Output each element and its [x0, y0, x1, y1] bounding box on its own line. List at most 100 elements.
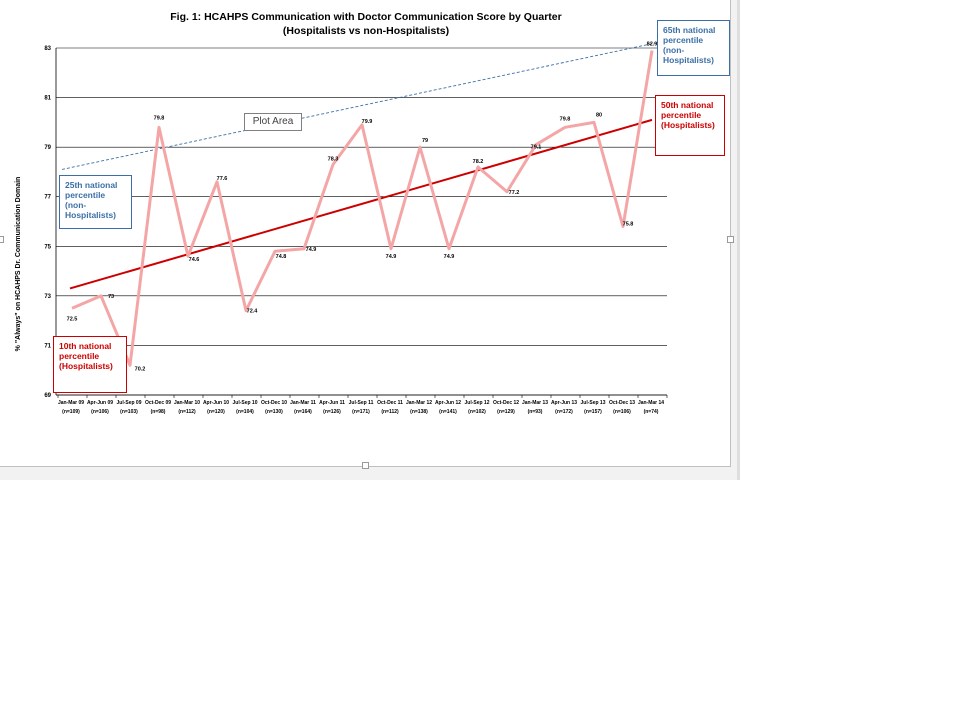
- y-tick-label: 69: [44, 393, 51, 399]
- x-tick-label: Oct-Dec 09: [145, 400, 171, 406]
- x-tick-n-label: (n=106): [613, 409, 631, 415]
- data-label: 77.2: [509, 190, 520, 196]
- y-tick-label: 75: [44, 244, 51, 250]
- x-tick-n-label: (n=109): [62, 409, 80, 415]
- x-tick-label: Apr-Jun 11: [319, 400, 345, 406]
- x-tick-n-label: (n=120): [207, 409, 225, 415]
- callout-line: percentile: [661, 110, 702, 120]
- data-label: 78.2: [473, 159, 484, 165]
- data-label: 74.6: [189, 257, 200, 263]
- y-tick-labels: 83 81 79 77 75 73 71 69: [44, 46, 51, 399]
- data-label: 74.9: [386, 254, 397, 260]
- x-tick-n-label: (n=138): [410, 409, 428, 415]
- x-tick-n-label: (n=164): [294, 409, 312, 415]
- x-tick-n-label: (n=74): [644, 409, 659, 415]
- callout-line: (Hospitalists): [59, 361, 113, 371]
- x-tick-n-label: (n=98): [151, 409, 166, 415]
- data-label: 80: [596, 112, 602, 118]
- x-tick-n-label: (n=106): [91, 409, 109, 415]
- data-label: 74.9: [444, 254, 455, 260]
- callout-25th-percentile[interactable]: 25th national percentile (non- Hospitali…: [59, 175, 132, 229]
- callout-line: percentile: [663, 35, 704, 45]
- x-tick-label: Jul-Sep 11: [349, 400, 374, 406]
- x-tick-label: Oct-Dec 12: [493, 400, 519, 406]
- x-tick-label: Jan-Mar 11: [290, 400, 316, 406]
- x-tick-label: Apr-Jun 10: [203, 400, 229, 406]
- data-label: 78.3: [328, 156, 339, 162]
- x-tick-label: Jan-Mar 13: [522, 400, 548, 406]
- y-tick-label: 83: [44, 46, 51, 52]
- x-tick-label: Apr-Jun 12: [435, 400, 461, 406]
- resize-handle-bottom[interactable]: [362, 462, 369, 469]
- callout-65th-percentile[interactable]: 65th national percentile (non- Hospitali…: [657, 20, 730, 76]
- x-tick-n-label: (n=112): [178, 409, 196, 415]
- resize-handle-right[interactable]: [727, 236, 734, 243]
- y-tick-label: 81: [44, 96, 51, 102]
- callout-10th-percentile[interactable]: 10th national percentile (Hospitalists): [53, 336, 127, 393]
- x-tick-n-label: (n=126): [323, 409, 341, 415]
- x-tick-label: Apr-Jun 13: [551, 400, 577, 406]
- x-tick-label: Oct-Dec 13: [609, 400, 635, 406]
- data-label: 74.8: [276, 254, 287, 260]
- callout-line: (non-: [65, 200, 87, 210]
- x-tick-labels: Jan-Mar 09 (n=109) Apr-Jun 09 (n=106) Jul-Se…: [58, 400, 664, 415]
- x-tick-n-label: (n=102): [468, 409, 486, 415]
- x-tick-n-label: (n=171): [352, 409, 370, 415]
- data-label: 79.9: [362, 119, 373, 125]
- y-tick-label: 77: [44, 195, 51, 201]
- callout-line: 65th national: [663, 25, 716, 35]
- callout-line: percentile: [65, 190, 106, 200]
- x-tick-n-label: (n=172): [555, 409, 573, 415]
- x-tick-n-label: (n=103): [120, 409, 138, 415]
- callout-line: Hospitalists): [663, 55, 715, 65]
- x-tick-n-label: (n=129): [497, 409, 515, 415]
- x-tick-n-label: (n=112): [381, 409, 399, 415]
- x-tick-label: Oct-Dec 11: [377, 400, 403, 406]
- x-tick-label: Jan-Mar 10: [174, 400, 200, 406]
- chart-title: Fig. 1: HCAHPS Communication with Doctor…: [170, 11, 561, 23]
- p50-hospitalist-line: [69, 118, 653, 290]
- data-label: 79: [422, 138, 428, 144]
- y-tick-label: 79: [44, 145, 51, 151]
- x-tick-label: Jan-Mar 09: [58, 400, 84, 406]
- plot-area-tooltip: Plot Area: [244, 113, 302, 131]
- data-label: 79.8: [154, 115, 165, 121]
- data-label: 79.1: [531, 145, 542, 151]
- data-labels: 72.5 73 70.2 79.8 74.6 77.6 72.4 74.8 74.9 78.3 79…: [67, 41, 658, 372]
- x-tick-n-label: (n=141): [439, 409, 457, 415]
- x-tick-n-label: (n=93): [528, 409, 543, 415]
- chart-svg: Fig. 1: HCAHPS Communication with Doctor…: [15, 11, 668, 415]
- p65-non-hospitalist-line: [61, 42, 656, 170]
- callout-line: (Hospitalists): [661, 120, 715, 130]
- data-label: 73: [108, 294, 114, 300]
- series-layer: [71, 50, 654, 367]
- x-tick-label: Apr-Jun 09: [87, 400, 113, 406]
- y-tick-label: 73: [44, 294, 51, 300]
- y-axis-label: % "Always" on HCAHPS Dr. Communication D…: [15, 177, 22, 352]
- x-tick-label: Jan-Mar 14: [638, 400, 664, 406]
- x-tick-label: Jul-Sep 09: [116, 400, 141, 406]
- resize-handle-left[interactable]: [0, 236, 4, 243]
- callout-line: 10th national: [59, 341, 112, 351]
- callout-line: percentile: [59, 351, 100, 361]
- x-tick-label: Jan-Mar 12: [406, 400, 432, 406]
- x-tick-label: Oct-Dec 10: [261, 400, 287, 406]
- x-tick-n-label: (n=130): [265, 409, 283, 415]
- reference-lines: [61, 42, 656, 290]
- series-line: [71, 50, 654, 367]
- x-tick-label: Jul-Sep 13: [580, 400, 605, 406]
- data-label: 75.8: [623, 221, 634, 227]
- x-tick-n-label: (n=157): [584, 409, 602, 415]
- callout-line: 50th national: [661, 100, 714, 110]
- callout-line: Hospitalists): [65, 210, 117, 220]
- x-tick-label: Jul-Sep 10: [232, 400, 257, 406]
- scrollbar-edge[interactable]: [737, 0, 740, 480]
- callout-50th-percentile[interactable]: 50th national percentile (Hospitalists): [655, 95, 725, 156]
- data-label: 72.4: [247, 309, 259, 315]
- data-label: 79.8: [560, 116, 571, 122]
- data-label: 74.9: [306, 247, 317, 253]
- y-tick-label: 71: [44, 343, 51, 349]
- callout-line: 25th national: [65, 180, 118, 190]
- data-label: 82.9: [647, 41, 658, 47]
- chart-subtitle: (Hospitalists vs non-Hospitalists): [283, 25, 449, 37]
